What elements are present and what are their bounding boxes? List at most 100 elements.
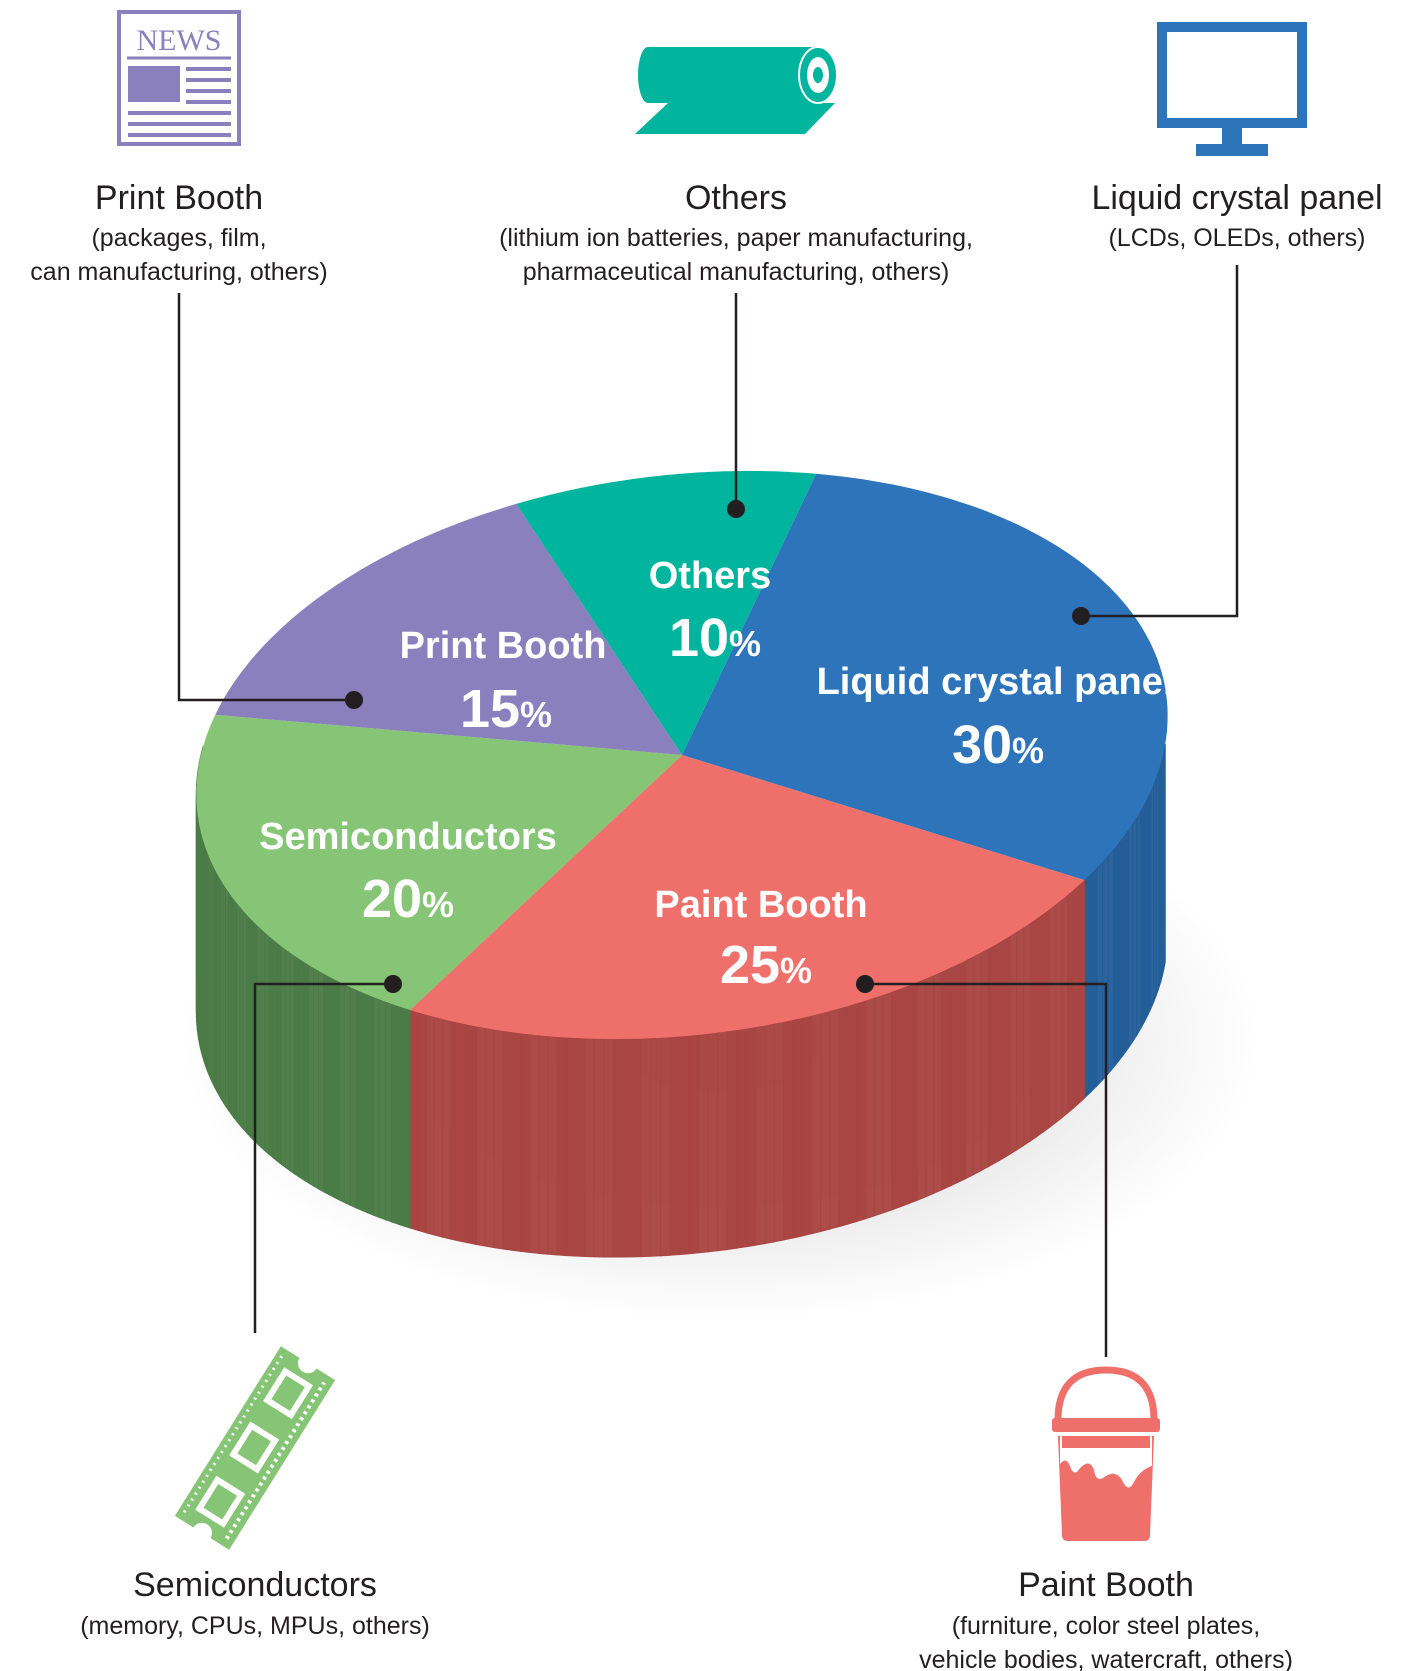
pie-side-semi [308,964,315,1187]
pie-side-semi [245,913,251,1138]
pie-side-paint [820,1010,831,1233]
callout-title-semi: Semiconductors [133,1566,377,1604]
pie-side-semi [268,934,274,1159]
pie-side-paint [458,1022,469,1244]
leader-dot-paint [856,975,874,993]
pie-side-paint [933,971,943,1195]
pie-side-paint [764,1023,775,1245]
callout-desc-paint-1: (furniture, color steel plates, [952,1612,1260,1640]
pie-side-paint [829,1008,840,1230]
slice-label-semi: Semiconductors [259,816,557,858]
pie-side-paint [755,1024,766,1246]
pie-side-paint [556,1036,567,1257]
pie-side-paint [801,1015,812,1237]
pie-side-paint [631,1038,642,1258]
pie-side-paint [908,981,918,1205]
pie-side-semi [284,948,291,1172]
pie-side-paint [1078,878,1085,1105]
pie-side-paint [1072,883,1080,1110]
pie-side-lcd [1113,841,1120,1069]
pie-side-paint [621,1038,633,1258]
pie-side-paint [529,1033,540,1254]
pie-side-paint [467,1024,477,1246]
pie-side-paint [612,1038,623,1258]
pie-side-paint [679,1035,690,1256]
pie-side-paint [493,1028,504,1250]
callout-desc-others-2: pharmaceutical manufacturing, others) [523,258,950,286]
pie-side-lcd [1132,815,1138,1044]
callout-title-print: Print Booth [95,179,263,217]
pie-side-paint [949,963,959,1187]
leader-dot-print [345,691,363,709]
pie-side-paint [425,1014,435,1236]
paint-bucket-icon [1052,1366,1160,1541]
pie-side-paint [584,1037,595,1258]
slice-value-paint: 25% [720,935,812,995]
pie-side-paint [520,1032,531,1253]
pie-side-paint [547,1035,558,1256]
pie-side-paint [442,1018,452,1240]
pie-side-semi [333,978,341,1201]
pie-side-lcd [1096,860,1104,1088]
pie-side-semi [276,941,282,1166]
pie-side-paint [1061,893,1069,1119]
callout-desc-print-1: (packages, film, [91,224,266,252]
pie-side-paint [669,1036,681,1256]
pie-side-semi [303,961,310,1184]
pie-side-lcd [1140,803,1145,1029]
pie-side-semi [289,951,295,1175]
callout-others: Others (lithium ion batteries, paper man… [499,179,973,286]
pie-side-semi [355,989,363,1212]
pie-side-paint [450,1020,460,1242]
pie-side-paint [891,988,901,1211]
pie-side-paint [575,1037,586,1258]
pie-side-paint [865,997,875,1220]
pie-side-paint [1042,908,1051,1133]
slice-value-others: 10% [669,608,761,668]
callout-title-lcd: Liquid crystal panel [1091,179,1382,217]
pie-side-lcd [1123,828,1129,1057]
callout-leaders [177,265,1239,1357]
pie-side-semi [318,970,325,1193]
callout-desc-print-2: can manufacturing, others) [30,258,327,286]
pie-top [196,470,1168,1040]
pie-side-paint [484,1027,495,1249]
leader-dot-lcd [1072,607,1090,625]
svg-text:NEWS: NEWS [137,24,222,57]
leader-dot-others [727,500,745,518]
pie-slice-print [215,503,683,755]
slice-value-semi: 20% [362,869,454,929]
pie-side-lcd [1127,822,1134,1050]
pie-side-paint [1009,930,1018,1156]
slice-label-others: Others [649,555,771,597]
leader-dot-semi [384,975,402,993]
pie-side-lcd [1136,808,1142,1037]
callout-paint: Paint Booth (furniture, color steel plat… [919,1566,1293,1671]
pie-side-paint [1023,922,1031,1147]
pie-side-paint [987,943,997,1168]
pie-side-semi [293,954,300,1178]
pie-side-paint [1067,888,1074,1114]
pie-side-paint [745,1026,757,1248]
film-roll-icon [635,46,838,134]
callout-print: Print Booth (packages, film, can manufac… [30,179,327,286]
pie-side-semi [313,967,320,1190]
pie-side-paint [882,991,893,1214]
pie-side-paint [417,1011,427,1234]
pie-side-paint [593,1038,605,1258]
callout-title-paint: Paint Booth [1018,1566,1194,1604]
pie-side-paint [899,984,910,1208]
pie-side-semi [272,938,278,1162]
slice-value-lcd: 30% [952,715,1044,775]
pie-side-paint [717,1030,728,1252]
pie-side-paint [502,1030,513,1251]
pie-side-paint [1029,917,1038,1142]
slice-labels: Print Booth 15% Others 10% Liquid crysta… [259,555,1173,995]
pie-side-paint [538,1034,549,1255]
pie-side-paint [856,1000,867,1223]
pie-side-semi [256,924,262,1149]
leader-print [177,293,354,702]
pie-side-paint [941,967,951,1191]
pie-side-semi [264,931,270,1156]
